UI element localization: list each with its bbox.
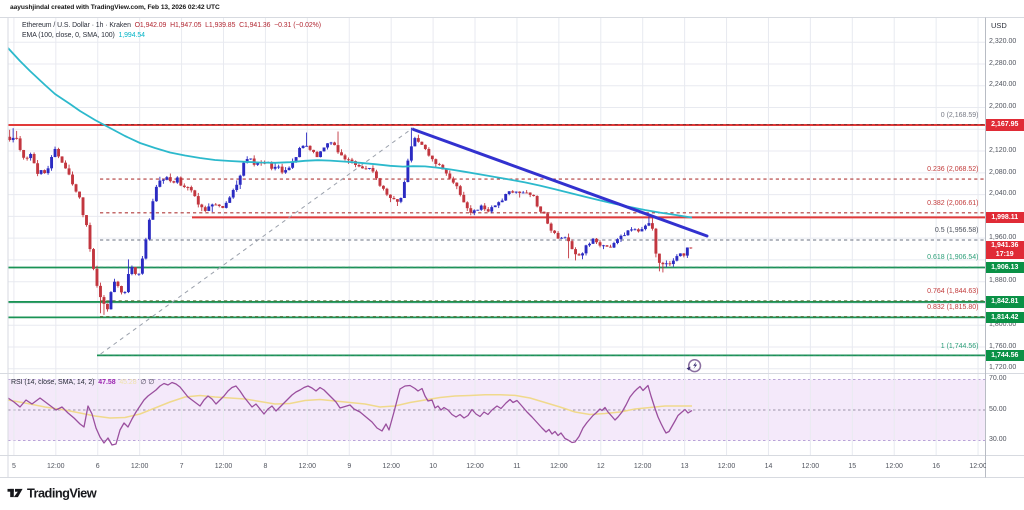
svg-text:TradingView: TradingView — [27, 485, 97, 500]
